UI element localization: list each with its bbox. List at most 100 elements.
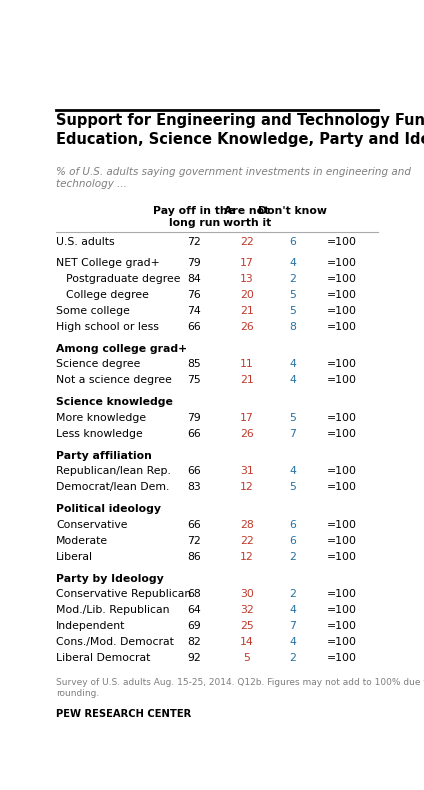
Text: 66: 66 xyxy=(187,520,201,530)
Text: 79: 79 xyxy=(187,258,201,269)
Text: =100: =100 xyxy=(327,637,357,647)
Text: Don't know: Don't know xyxy=(259,206,327,216)
Text: Liberal: Liberal xyxy=(56,551,93,562)
Text: Republican/lean Rep.: Republican/lean Rep. xyxy=(56,466,171,476)
Text: 26: 26 xyxy=(240,322,254,332)
Text: % of U.S. adults saying government investments in engineering and
technology ...: % of U.S. adults saying government inves… xyxy=(56,167,411,189)
Text: 76: 76 xyxy=(187,290,201,300)
Text: =100: =100 xyxy=(327,429,357,438)
Text: 82: 82 xyxy=(187,637,201,647)
Text: 92: 92 xyxy=(187,653,201,663)
Text: 4: 4 xyxy=(290,375,296,386)
Text: =100: =100 xyxy=(327,236,357,246)
Text: =100: =100 xyxy=(327,306,357,316)
Text: 6: 6 xyxy=(290,536,296,546)
Text: 2: 2 xyxy=(290,551,296,562)
Text: 21: 21 xyxy=(240,306,254,316)
Text: 20: 20 xyxy=(240,290,254,300)
Text: =100: =100 xyxy=(327,482,357,492)
Text: More knowledge: More knowledge xyxy=(56,413,146,423)
Text: High school or less: High school or less xyxy=(56,322,159,332)
Text: =100: =100 xyxy=(327,653,357,663)
Text: 5: 5 xyxy=(290,290,296,300)
Text: =100: =100 xyxy=(327,589,357,600)
Text: 13: 13 xyxy=(240,274,254,284)
Text: 30: 30 xyxy=(240,589,254,600)
Text: 7: 7 xyxy=(290,429,296,438)
Text: Party affiliation: Party affiliation xyxy=(56,450,152,461)
Text: Moderate: Moderate xyxy=(56,536,109,546)
Text: 64: 64 xyxy=(187,605,201,615)
Text: =100: =100 xyxy=(327,520,357,530)
Text: College degree: College degree xyxy=(66,290,149,300)
Text: 4: 4 xyxy=(290,258,296,269)
Text: 5: 5 xyxy=(243,653,250,663)
Text: 2: 2 xyxy=(290,653,296,663)
Text: 85: 85 xyxy=(187,359,201,370)
Text: =100: =100 xyxy=(327,290,357,300)
Text: U.S. adults: U.S. adults xyxy=(56,236,115,246)
Text: 22: 22 xyxy=(240,236,254,246)
Text: 17: 17 xyxy=(240,413,254,423)
Text: Survey of U.S. adults Aug. 15-25, 2014. Q12b. Figures may not add to 100% due to: Survey of U.S. adults Aug. 15-25, 2014. … xyxy=(56,678,424,698)
Text: 5: 5 xyxy=(290,413,296,423)
Text: 4: 4 xyxy=(290,359,296,370)
Text: 72: 72 xyxy=(187,536,201,546)
Text: Mod./Lib. Republican: Mod./Lib. Republican xyxy=(56,605,170,615)
Text: Pay off in the
long run: Pay off in the long run xyxy=(153,206,235,228)
Text: Liberal Democrat: Liberal Democrat xyxy=(56,653,151,663)
Text: Science knowledge: Science knowledge xyxy=(56,397,173,407)
Text: 7: 7 xyxy=(290,621,296,631)
Text: 12: 12 xyxy=(240,551,254,562)
Text: 4: 4 xyxy=(290,466,296,476)
Text: =100: =100 xyxy=(327,605,357,615)
Text: Not a science degree: Not a science degree xyxy=(56,375,172,386)
Text: 83: 83 xyxy=(187,482,201,492)
Text: 8: 8 xyxy=(290,322,296,332)
Text: Party by Ideology: Party by Ideology xyxy=(56,574,164,584)
Text: =100: =100 xyxy=(327,258,357,269)
Text: 21: 21 xyxy=(240,375,254,386)
Text: 79: 79 xyxy=(187,413,201,423)
Text: NET College grad+: NET College grad+ xyxy=(56,258,160,269)
Text: 69: 69 xyxy=(187,621,201,631)
Text: Independent: Independent xyxy=(56,621,126,631)
Text: 2: 2 xyxy=(290,274,296,284)
Text: =100: =100 xyxy=(327,413,357,423)
Text: 6: 6 xyxy=(290,236,296,246)
Text: Among college grad+: Among college grad+ xyxy=(56,344,187,354)
Text: 84: 84 xyxy=(187,274,201,284)
Text: 4: 4 xyxy=(290,637,296,647)
Text: 28: 28 xyxy=(240,520,254,530)
Text: Conservative Republican: Conservative Republican xyxy=(56,589,192,600)
Text: =100: =100 xyxy=(327,466,357,476)
Text: 66: 66 xyxy=(187,322,201,332)
Text: 74: 74 xyxy=(187,306,201,316)
Text: 26: 26 xyxy=(240,429,254,438)
Text: =100: =100 xyxy=(327,375,357,386)
Text: 2: 2 xyxy=(290,589,296,600)
Text: Science degree: Science degree xyxy=(56,359,141,370)
Text: 31: 31 xyxy=(240,466,254,476)
Text: =100: =100 xyxy=(327,359,357,370)
Text: Conservative: Conservative xyxy=(56,520,128,530)
Text: 66: 66 xyxy=(187,429,201,438)
Text: Less knowledge: Less knowledge xyxy=(56,429,143,438)
Text: 17: 17 xyxy=(240,258,254,269)
Text: 86: 86 xyxy=(187,551,201,562)
Text: 25: 25 xyxy=(240,621,254,631)
Text: =100: =100 xyxy=(327,322,357,332)
Text: Cons./Mod. Democrat: Cons./Mod. Democrat xyxy=(56,637,174,647)
Text: 4: 4 xyxy=(290,605,296,615)
Text: 68: 68 xyxy=(187,589,201,600)
Text: 5: 5 xyxy=(290,306,296,316)
Text: 5: 5 xyxy=(290,482,296,492)
Text: Postgraduate degree: Postgraduate degree xyxy=(66,274,181,284)
Text: Support for Engineering and Technology Funding by
Education, Science Knowledge, : Support for Engineering and Technology F… xyxy=(56,113,424,147)
Text: Political ideology: Political ideology xyxy=(56,504,161,514)
Text: =100: =100 xyxy=(327,551,357,562)
Text: 32: 32 xyxy=(240,605,254,615)
Text: 72: 72 xyxy=(187,236,201,246)
Text: 66: 66 xyxy=(187,466,201,476)
Text: 12: 12 xyxy=(240,482,254,492)
